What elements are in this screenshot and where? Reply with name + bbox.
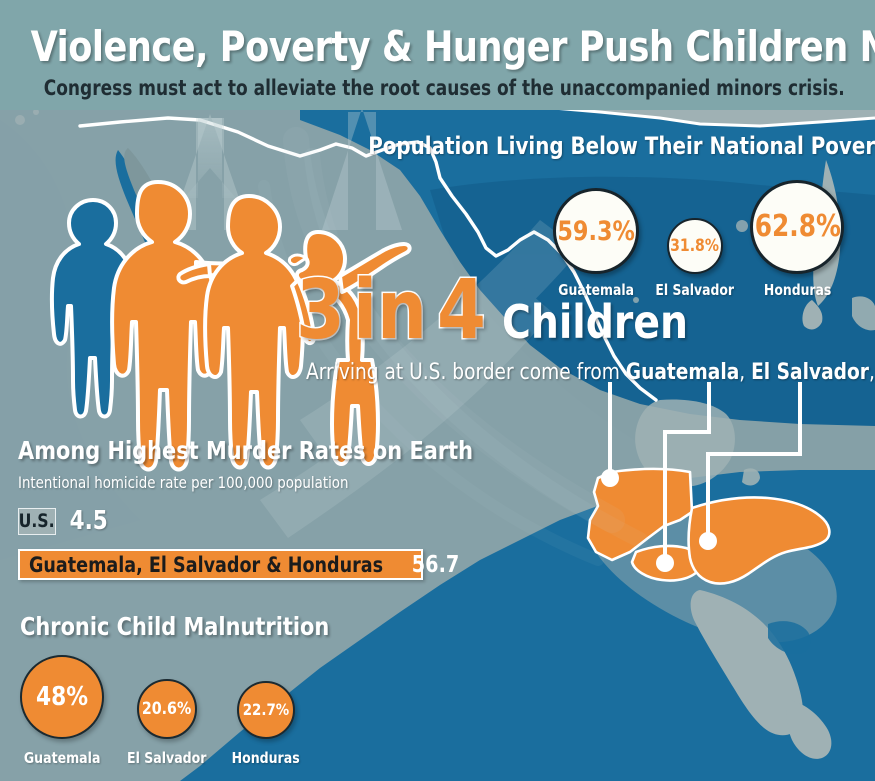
page-subtitle: Congress must act to alleviate the root …	[43, 76, 845, 100]
malnutrition-label-el-salvador: El Salvador	[126, 749, 207, 767]
ratio-connector: in	[352, 263, 429, 358]
murder-rate-triangle-label: Guatemala, El Salvador & Honduras	[29, 552, 384, 577]
murder-rate-us-label: U.S.	[18, 510, 56, 532]
murder-rate-triangle-bar: Guatemala, El Salvador & Honduras 56.7	[18, 549, 459, 580]
malnutrition-value-guatemala: 48%	[35, 682, 89, 712]
murder-rate-us-row: U.S. 4.5	[18, 506, 507, 536]
poverty-item-el-salvador: 31.8% El Salvador	[652, 218, 737, 299]
page-title: Violence, Poverty & Hunger Push Children…	[30, 22, 875, 71]
child-silhouette-orange-2	[176, 194, 317, 470]
ratio-number-two: 4	[436, 263, 488, 358]
poverty-circle-el-salvador: 31.8%	[666, 218, 723, 274]
ratio-number-one: 3	[295, 263, 347, 358]
malnutrition-circle-group: 48% Guatemala 20.6% El Salvador 22.7% Ho…	[20, 655, 353, 767]
ratio-caption: Arriving at U.S. border come from Guatem…	[306, 360, 875, 385]
poverty-item-honduras: 62.8% Honduras	[750, 180, 845, 299]
poverty-item-guatemala: 59.3% Guatemala	[553, 188, 639, 299]
malnutrition-item-guatemala: 48% Guatemala	[20, 655, 104, 767]
ratio-caption-country-guatemala: Guatemala	[625, 360, 740, 385]
malnutrition-circle-el-salvador: 20.6%	[136, 679, 197, 739]
poverty-heading: Population Living Below Their National P…	[368, 132, 875, 160]
header-band	[0, 0, 875, 110]
ratio-caption-country-el-salvador: El Salvador	[751, 360, 869, 385]
murder-rate-heading: Among Highest Murder Rates on Earth	[18, 436, 474, 465]
murder-rate-subheading: Intentional homicide rate per 100,000 po…	[18, 473, 349, 492]
murder-rate-us-value: 4.5	[69, 506, 108, 536]
poverty-section: Population Living Below Their National P…	[325, 132, 875, 299]
ratio-noun: Children	[502, 295, 689, 349]
poverty-circle-group: 59.3% Guatemala 31.8% El Salvador 62.8% …	[553, 180, 845, 299]
ratio-caption-separator-2: , or	[868, 360, 875, 385]
poverty-circle-honduras: 62.8%	[750, 180, 845, 274]
malnutrition-section: Chronic Child Malnutrition 48% Guatemala…	[20, 612, 353, 767]
ratio-caption-separator-1: ,	[739, 360, 752, 385]
malnutrition-item-honduras: 22.7% Honduras	[229, 681, 302, 767]
ratio-headline: 3 in 4 Children	[295, 263, 698, 358]
ratio-caption-prefix: Arriving at U.S. border come from	[306, 360, 626, 385]
poverty-label-guatemala: Guatemala	[558, 281, 634, 299]
malnutrition-heading: Chronic Child Malnutrition	[20, 612, 330, 641]
poverty-value-el-salvador: 31.8%	[670, 235, 720, 256]
malnutrition-value-honduras: 22.7%	[242, 700, 290, 719]
malnutrition-label-honduras: Honduras	[232, 749, 301, 767]
malnutrition-value-el-salvador: 20.6%	[142, 698, 192, 719]
poverty-label-el-salvador: El Salvador	[655, 281, 735, 299]
poverty-circle-guatemala: 59.3%	[553, 188, 639, 274]
malnutrition-circle-honduras: 22.7%	[237, 681, 296, 739]
malnutrition-item-el-salvador: 20.6% El Salvador	[124, 679, 209, 767]
poverty-value-honduras: 62.8%	[754, 209, 841, 244]
murder-rate-section: Among Highest Murder Rates on Earth Inte…	[18, 436, 507, 580]
poverty-value-guatemala: 59.3%	[557, 215, 635, 247]
murder-rate-us-bar: U.S.	[18, 507, 56, 535]
child-silhouette-orange-3	[288, 230, 412, 466]
malnutrition-circle-guatemala: 48%	[20, 655, 104, 739]
malnutrition-label-guatemala: Guatemala	[23, 749, 101, 767]
murder-rate-triangle-value: 56.7	[411, 551, 460, 578]
poverty-label-honduras: Honduras	[763, 281, 832, 299]
